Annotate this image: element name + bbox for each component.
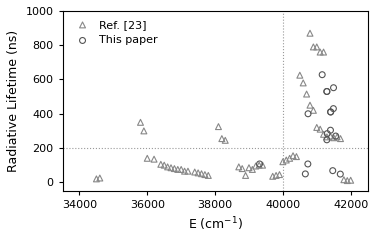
Ref. [23] xyxy=(321,132,327,136)
Ref. [23] xyxy=(310,45,316,49)
Ref. [23] xyxy=(307,103,313,107)
Ref. [23] xyxy=(283,158,289,162)
Ref. [23] xyxy=(141,129,147,133)
Ref. [23] xyxy=(97,176,103,180)
Ref. [23] xyxy=(195,171,201,175)
Legend: Ref. [23], This paper: Ref. [23], This paper xyxy=(68,17,161,49)
Ref. [23] xyxy=(338,137,344,141)
This paper xyxy=(328,110,334,114)
This paper xyxy=(324,132,330,136)
Ref. [23] xyxy=(165,165,171,169)
Ref. [23] xyxy=(205,174,211,177)
Ref. [23] xyxy=(297,73,303,77)
Ref. [23] xyxy=(246,166,252,170)
Ref. [23] xyxy=(280,160,286,164)
Ref. [23] xyxy=(219,137,225,141)
This paper xyxy=(319,73,325,77)
This paper xyxy=(337,172,343,176)
Ref. [23] xyxy=(192,170,198,174)
Ref. [23] xyxy=(344,179,350,182)
Ref. [23] xyxy=(321,50,327,54)
Ref. [23] xyxy=(341,178,347,182)
Ref. [23] xyxy=(270,174,276,178)
Ref. [23] xyxy=(307,31,313,35)
This paper xyxy=(305,162,311,166)
X-axis label: E (cm$^{-1}$): E (cm$^{-1}$) xyxy=(188,216,243,233)
Ref. [23] xyxy=(236,165,242,169)
This paper xyxy=(333,134,339,138)
This paper xyxy=(331,86,337,90)
Ref. [23] xyxy=(249,168,255,171)
Ref. [23] xyxy=(259,163,265,167)
Ref. [23] xyxy=(222,138,228,142)
Ref. [23] xyxy=(239,167,245,170)
Ref. [23] xyxy=(253,164,259,168)
Ref. [23] xyxy=(243,174,249,177)
Ref. [23] xyxy=(93,177,99,181)
Ref. [23] xyxy=(199,172,205,176)
Ref. [23] xyxy=(151,157,157,161)
Ref. [23] xyxy=(182,169,188,173)
Ref. [23] xyxy=(178,168,184,171)
Ref. [23] xyxy=(276,173,282,176)
Ref. [23] xyxy=(324,135,330,139)
This paper xyxy=(330,169,336,173)
Ref. [23] xyxy=(256,163,262,167)
This paper xyxy=(324,90,330,93)
Ref. [23] xyxy=(334,135,340,139)
Ref. [23] xyxy=(175,168,181,171)
Ref. [23] xyxy=(331,136,337,140)
Ref. [23] xyxy=(215,125,221,129)
This paper xyxy=(302,172,308,176)
Ref. [23] xyxy=(300,81,306,85)
This paper xyxy=(305,112,311,116)
Ref. [23] xyxy=(314,126,320,129)
This paper xyxy=(327,128,334,132)
Ref. [23] xyxy=(158,162,164,166)
Ref. [23] xyxy=(327,134,334,138)
Ref. [23] xyxy=(290,154,296,158)
Ref. [23] xyxy=(171,167,177,170)
Ref. [23] xyxy=(317,127,323,131)
Ref. [23] xyxy=(314,45,320,49)
Ref. [23] xyxy=(293,155,299,159)
Ref. [23] xyxy=(287,156,293,160)
Ref. [23] xyxy=(138,120,144,124)
Ref. [23] xyxy=(273,174,279,177)
This paper xyxy=(331,107,337,111)
Ref. [23] xyxy=(317,50,323,54)
Ref. [23] xyxy=(202,173,208,176)
Y-axis label: Radiative Lifetime (ns): Radiative Lifetime (ns) xyxy=(7,30,20,172)
Ref. [23] xyxy=(168,166,174,170)
This paper xyxy=(256,162,262,166)
Ref. [23] xyxy=(303,92,309,96)
Ref. [23] xyxy=(161,163,167,167)
Ref. [23] xyxy=(310,108,316,112)
This paper xyxy=(324,138,330,142)
This paper xyxy=(324,90,330,93)
Ref. [23] xyxy=(185,169,191,173)
This paper xyxy=(327,110,334,114)
Ref. [23] xyxy=(348,178,354,182)
Ref. [23] xyxy=(144,156,150,160)
